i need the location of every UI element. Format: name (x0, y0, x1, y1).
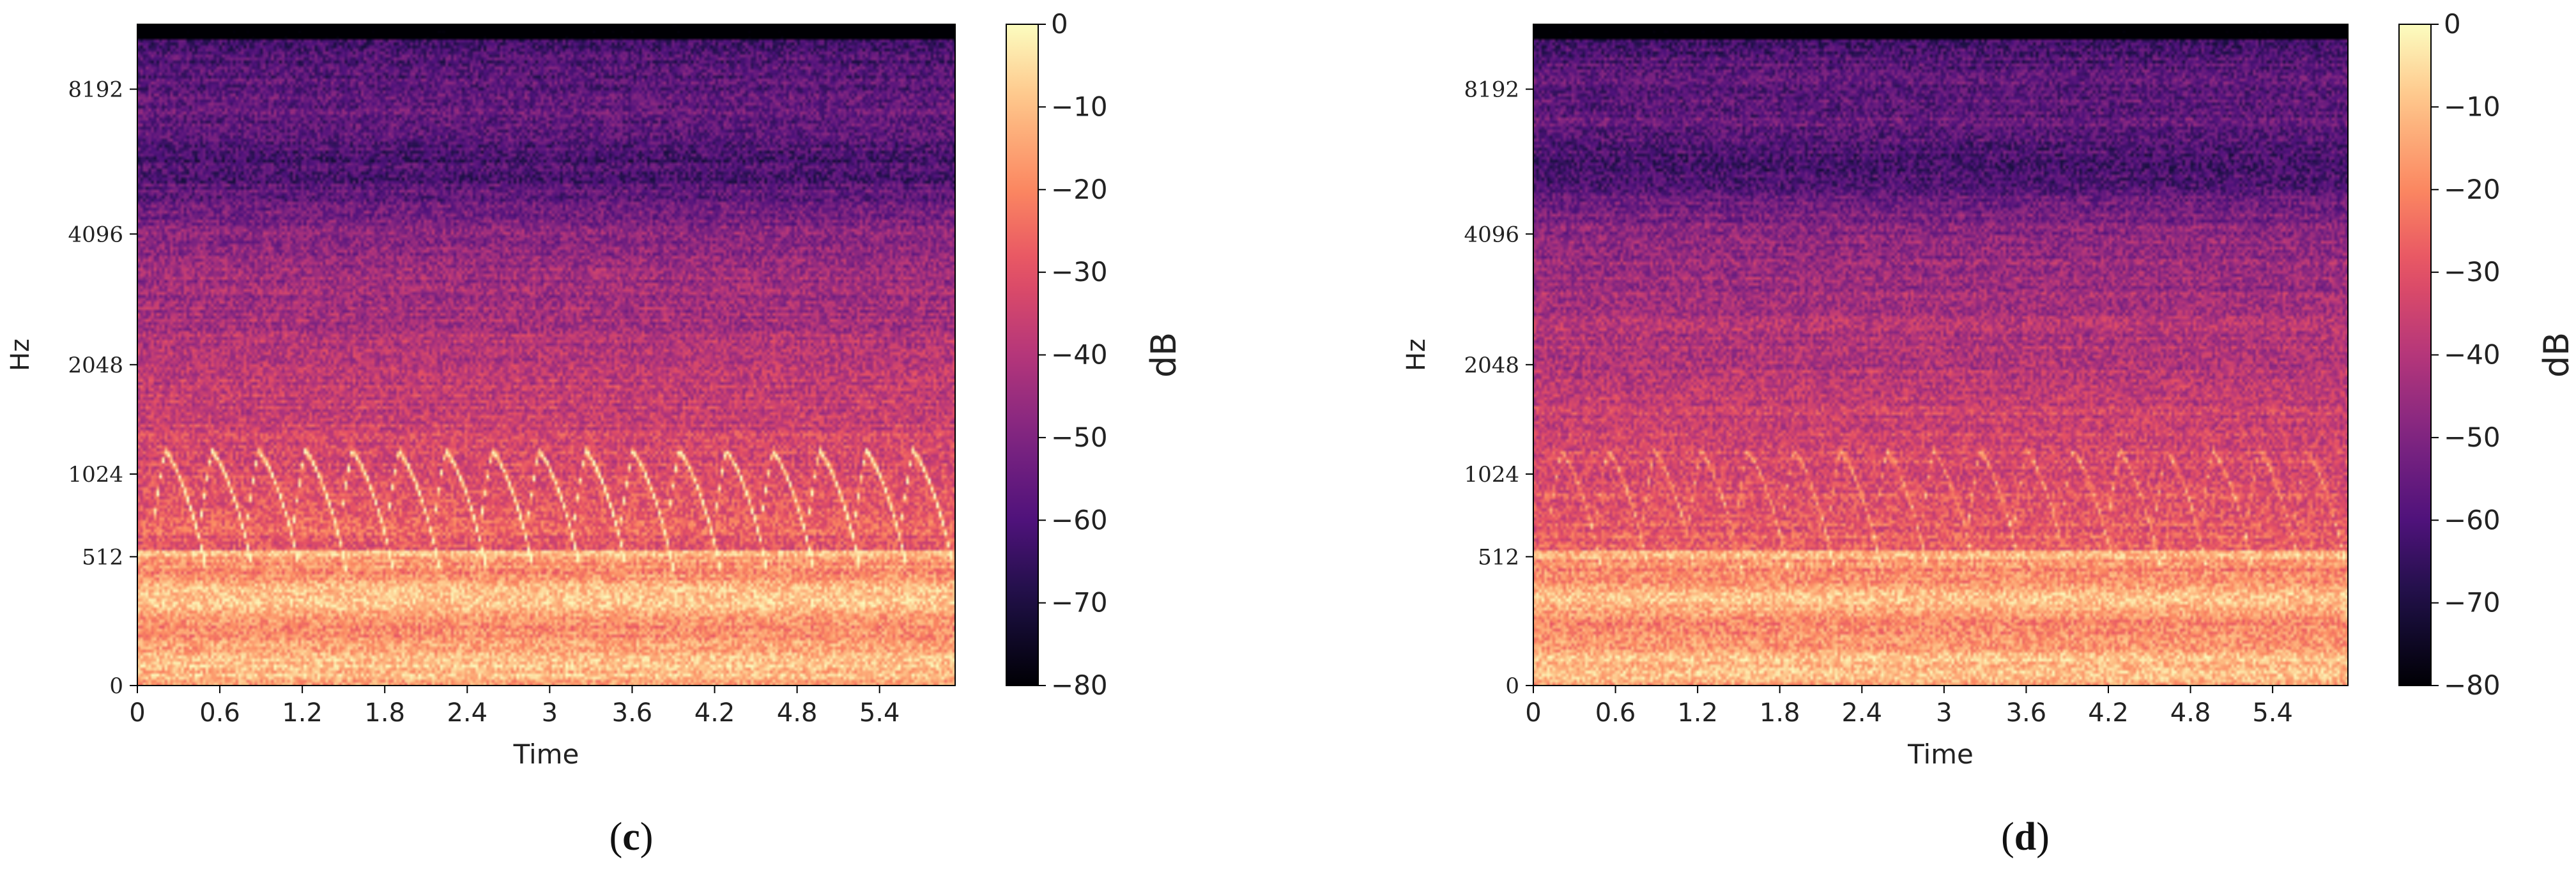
x-tick-label: 4.2 (694, 698, 735, 728)
x-tick-label: 3 (1936, 698, 1952, 728)
plot-frame (137, 24, 956, 686)
plot-frame (1533, 24, 2349, 686)
x-tick-label: 0.6 (199, 698, 240, 728)
y-tick-label: 512 (82, 544, 123, 570)
y-tick-label: 4096 (68, 222, 123, 247)
panel-caption: (d) (2001, 815, 2050, 859)
colorbar-tick-label: −40 (1051, 339, 1108, 371)
colorbar-tick-label: 0 (1051, 8, 1068, 40)
panel-caption: (c) (610, 815, 654, 859)
colorbar-tick-label: −10 (2444, 91, 2501, 122)
y-tick-label: 8192 (1464, 77, 1519, 103)
y-axis-label: Hz (1402, 339, 1431, 371)
panel-d: 0 0.6 1.2 1.8 2.4 3 3.6 4.2 4.8 5.4 Time 0 512 1024 20… (1402, 8, 2576, 859)
colorbar-tick-label: −20 (1051, 174, 1108, 205)
y-tick-label: 1024 (68, 462, 123, 487)
colorbar-tick-label: −30 (1051, 256, 1108, 288)
x-tick-label: 3 (542, 698, 558, 728)
x-tick-label: 4.2 (2088, 698, 2129, 728)
colorbar-tick-label: −10 (1051, 91, 1108, 122)
x-tick-label: 0 (129, 698, 145, 728)
x-tick-label: 3.6 (2006, 698, 2047, 728)
colorbar-tick-label: −70 (2444, 587, 2501, 618)
y-tick-label: 512 (1478, 544, 1519, 570)
colorbar-tick-label: −60 (1051, 504, 1108, 535)
x-axis-label: Time (1907, 739, 1974, 770)
colorbar-tick-label: −50 (2444, 422, 2501, 453)
colorbar-tick-label: −80 (2444, 670, 2501, 701)
colorbar-label: dB (2536, 332, 2576, 378)
y-tick-label: 2048 (68, 353, 123, 378)
y-axis-label: Hz (6, 339, 35, 371)
x-tick-label: 1.2 (1677, 698, 1718, 728)
y-tick-label: 8192 (68, 77, 123, 103)
x-axis-label: Time (513, 739, 579, 770)
colorbar-tick-label: −30 (2444, 256, 2501, 288)
colorbar-tick-label: 0 (2444, 8, 2461, 40)
colorbar-tick-label: −80 (1051, 670, 1108, 701)
colorbar-tick-label: −50 (1051, 422, 1108, 453)
y-tick-label: 0 (109, 673, 123, 699)
x-tick-label: 1.8 (364, 698, 405, 728)
colorbar (2398, 24, 2432, 686)
spectrogram-image (137, 24, 955, 686)
x-tick-label: 1.8 (1759, 698, 1800, 728)
x-tick-label: 4.8 (2170, 698, 2211, 728)
x-tick-label: 0.6 (1595, 698, 1636, 728)
y-tick-label: 0 (1505, 673, 1519, 699)
x-tick-label: 3.6 (612, 698, 653, 728)
y-tick-label: 4096 (1464, 222, 1519, 247)
colorbar-label: dB (1144, 332, 1184, 378)
x-tick-label: 2.4 (447, 698, 487, 728)
x-tick-label: 5.4 (859, 698, 900, 728)
colorbar-tick-label: −20 (2444, 174, 2501, 205)
spectrogram-image (1533, 24, 2348, 686)
panel-c: 0 0.6 1.2 1.8 2.4 3 3.6 4.2 4.8 5.4 Time 0 512 1024 20… (6, 8, 1184, 859)
colorbar (1006, 24, 1039, 686)
x-tick-label: 5.4 (2252, 698, 2293, 728)
colorbar-tick-label: −60 (2444, 504, 2501, 535)
colorbar-tick-label: −40 (2444, 339, 2501, 371)
x-tick-label: 2.4 (1841, 698, 1882, 728)
colorbar-tick-label: −70 (1051, 587, 1108, 618)
x-tick-label: 0 (1525, 698, 1541, 728)
y-tick-label: 2048 (1464, 353, 1519, 378)
y-tick-label: 1024 (1464, 462, 1519, 487)
x-tick-label: 4.8 (777, 698, 818, 728)
x-tick-label: 1.2 (282, 698, 323, 728)
